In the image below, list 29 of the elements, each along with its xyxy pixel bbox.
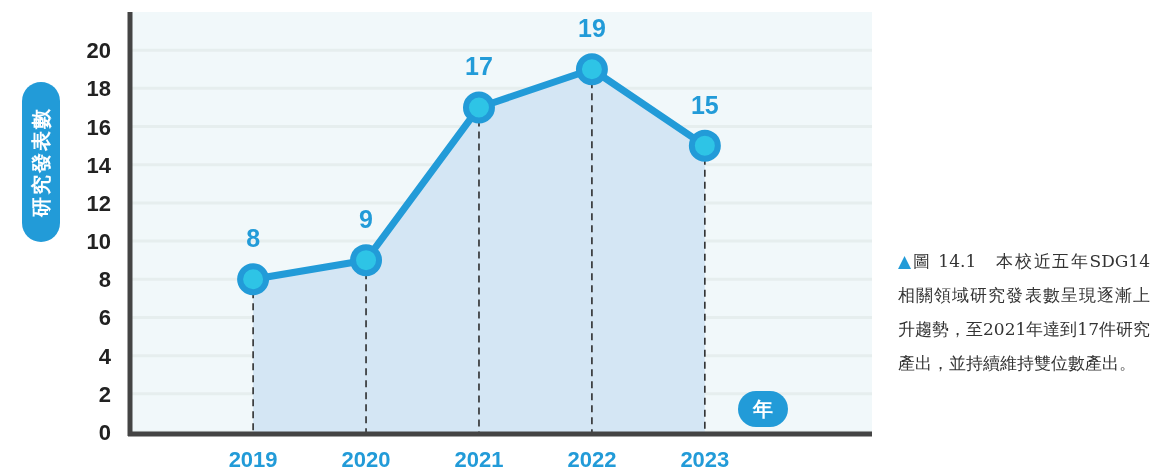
x-tick-label: 2019 <box>228 447 278 471</box>
y-tick-label: 0 <box>98 420 111 445</box>
y-tick-label: 2 <box>98 381 111 407</box>
text: ▲圖 14.1 本校近五年SDG14相關領域研究發表數呈現逐漸上升趨勢，至2021年達到17件研究產出，並持續維持雙位數產出。 <box>898 251 1151 373</box>
y-tick-label: 20 <box>86 38 111 64</box>
data-label: 15 <box>690 90 719 119</box>
x-axis-title: 年 <box>752 398 773 420</box>
point <box>575 53 608 86</box>
y-tick-label: 14 <box>86 152 112 178</box>
y-tick-label: 18 <box>86 76 111 102</box>
y-tick-label: 4 <box>98 343 112 369</box>
y-axis-title: 研究發表數 <box>30 107 52 218</box>
y-tick-label: 10 <box>86 229 111 255</box>
data-label: 17 <box>465 52 493 81</box>
data-label: 19 <box>578 14 606 43</box>
x-tick-label: 2022 <box>567 447 617 471</box>
data-label: 8 <box>246 224 261 253</box>
y-tick-label: 16 <box>86 114 111 140</box>
x-tick-label: 2020 <box>341 447 391 471</box>
y-tick-label: 12 <box>86 190 111 216</box>
y-tick-label: 8 <box>98 267 111 293</box>
data-label: 9 <box>359 205 373 234</box>
y-tick-label: 6 <box>98 305 111 331</box>
point <box>462 91 495 124</box>
x-tick-label: 2023 <box>680 447 730 471</box>
point <box>350 244 383 277</box>
point <box>237 263 270 296</box>
x-tick-label: 2021 <box>454 447 504 471</box>
point <box>688 129 721 162</box>
